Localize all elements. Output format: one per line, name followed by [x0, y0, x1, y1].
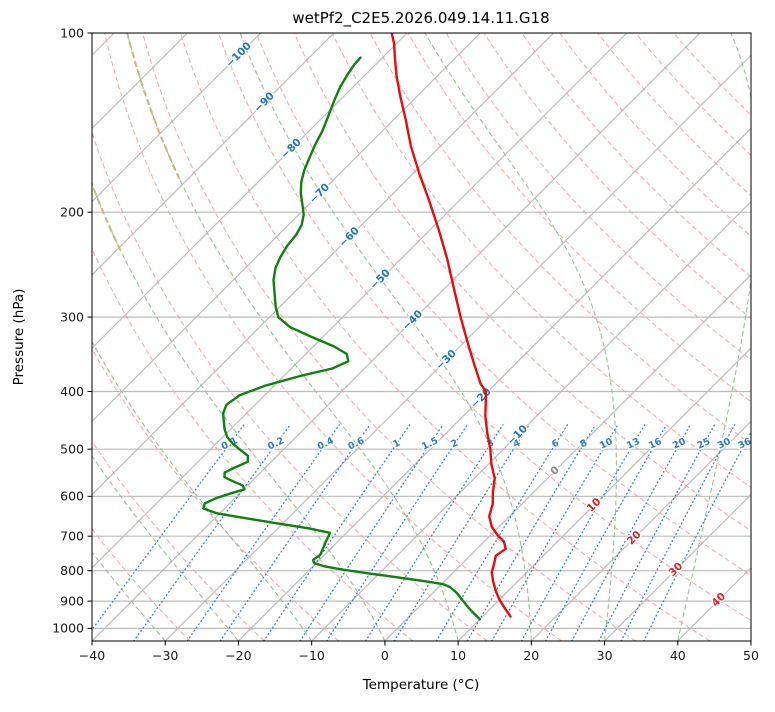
moist-adiabats-cold: [92, 33, 181, 251]
svg-text:6: 6: [550, 437, 561, 450]
y-tick-label: 100: [60, 25, 84, 40]
dry-adiabats: [92, 33, 751, 641]
svg-text:8: 8: [578, 437, 589, 450]
x-tick-label: −10: [299, 648, 325, 663]
x-tick-label: −20: [225, 648, 251, 663]
x-tick-label: 10: [450, 648, 466, 663]
y-tick-label: 300: [60, 309, 84, 324]
y-tick-label: 700: [60, 529, 84, 544]
svg-text:1.5: 1.5: [420, 435, 440, 452]
svg-text:0.4: 0.4: [316, 435, 336, 452]
y-tick-label: 900: [60, 593, 84, 608]
y-tick-label: 400: [60, 384, 84, 399]
isobar-gridlines: [92, 33, 751, 630]
y-tick-label: 600: [60, 489, 84, 504]
dewpoint-curve: [202, 56, 482, 621]
y-tick-label: 800: [60, 563, 84, 578]
x-axis-label: Temperature (°C): [362, 677, 480, 693]
y-axis-label: Pressure (hPa): [11, 289, 27, 386]
axis-ticks: −40 −30 −20 −10 0 10 20 30 40 5010020030040050060…: [52, 25, 759, 663]
moist-adiabats: [92, 33, 751, 641]
x-tick-label: 20: [523, 648, 539, 663]
plot-frame: [91, 32, 752, 642]
background-lines: [92, 33, 751, 641]
y-tick-label: 200: [60, 205, 84, 220]
svg-text:0.6: 0.6: [346, 435, 366, 452]
y-tick-label: 500: [60, 442, 84, 457]
temperature-curve: [390, 33, 512, 618]
svg-text:−100: −100: [224, 40, 254, 70]
plot-title: wetPf2_C2E5.2026.049.14.11.G18: [292, 9, 549, 28]
mixing-ratio-lines: [92, 424, 751, 641]
isotherm-lines: [92, 33, 751, 641]
y-tick-label: 1000: [52, 621, 84, 636]
x-tick-label: 50: [743, 648, 759, 663]
x-tick-label: −30: [152, 648, 178, 663]
x-tick-label: 30: [597, 648, 613, 663]
x-tick-label: 40: [670, 648, 686, 663]
x-tick-label: −40: [79, 648, 105, 663]
x-tick-label: 0: [381, 648, 389, 663]
plot-layers: 0.1 0.2 0.4 0.6 1 1.5 2 3 4 6 8 10 13 16 20 25 30 36−100−…: [52, 25, 759, 663]
